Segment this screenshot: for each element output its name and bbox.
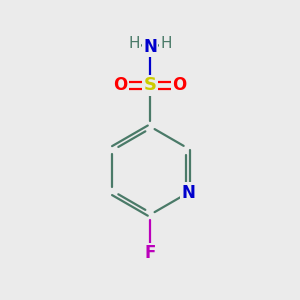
Text: F: F [144, 244, 156, 262]
Text: N: N [181, 184, 195, 202]
Text: H: H [128, 37, 140, 52]
Text: N: N [143, 38, 157, 56]
Text: O: O [113, 76, 128, 94]
Text: O: O [172, 76, 187, 94]
Text: S: S [143, 76, 157, 94]
Text: H: H [160, 37, 172, 52]
